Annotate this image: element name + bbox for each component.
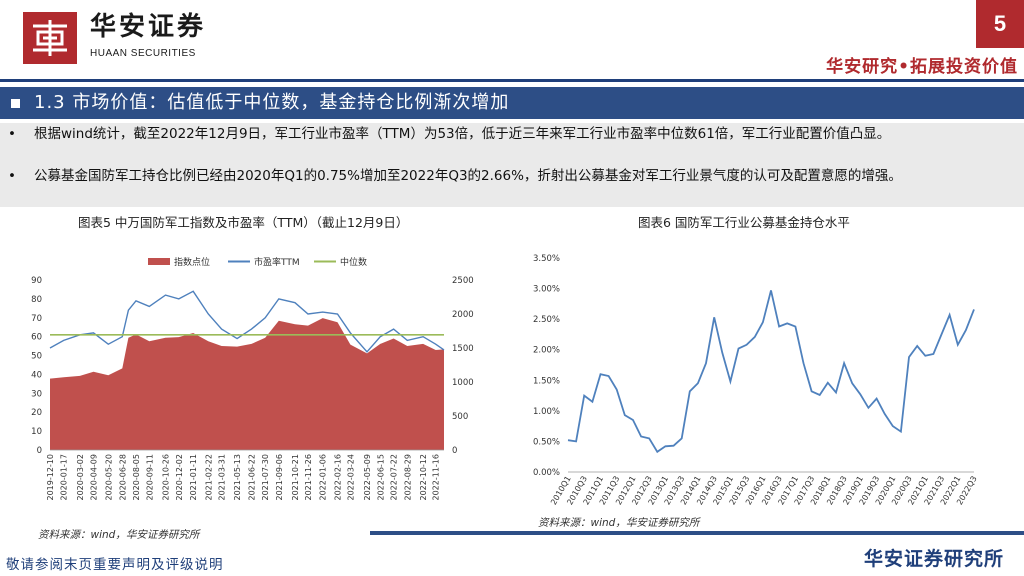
y-tick-label: 2.50%: [533, 315, 560, 325]
index-pe-chart: 指数点位 市盈率TTM 中位数 0 10 20 30 40 50 60 70 80 90 0 500 1000…: [31, 256, 474, 501]
x-tick-label: 2020-08-05: [132, 454, 141, 501]
y-right-tick-label: 1000: [452, 378, 474, 388]
bullet-marker: •: [8, 168, 16, 184]
x-tick-label: 2020-03-02: [76, 454, 85, 501]
legend-label: 指数点位: [174, 256, 210, 268]
x-tick-label: 2022-05-09: [363, 454, 372, 501]
bullet-item: • 公募基金国防军工持仓比例已经由2020年Q1的0.75%增加至2022年Q3…: [8, 166, 1008, 187]
page-number: 5: [976, 0, 1024, 48]
y-right-tick-label: 0: [452, 446, 457, 456]
x-tick-label: 2021-05-13: [233, 454, 242, 501]
x-tick-label: 2020-12-02: [175, 454, 184, 501]
y-tick-label: 1.00%: [533, 407, 560, 417]
y-left-tick-label: 40: [31, 370, 42, 380]
x-tick-label: 2022-01-06: [319, 454, 328, 501]
x-tick-label: 2022-06-15: [376, 454, 385, 501]
x-tick-label: 2021-10-21: [291, 454, 300, 501]
footer-brand: 华安证券研究所: [863, 548, 1004, 570]
disclaimer-text: 敬请参阅末页重要声明及评级说明: [6, 557, 224, 573]
section-title-bar: 1.3 市场价值：估值低于中位数，基金持仓比例渐次增加: [0, 87, 1024, 119]
logo-english-name: HUAAN SECURITIES: [90, 48, 196, 59]
bullet-marker: •: [8, 126, 16, 142]
x-tick-label: 2020-05-20: [104, 454, 113, 501]
legend-label: 市盈率TTM: [254, 256, 300, 268]
figure-5-title: 图表5 中万国防军工指数及市盈率（TTM）（截止12月9日）: [78, 215, 409, 230]
y-tick-label: 0.00%: [533, 468, 560, 478]
source-note-left: 资料来源：wind，华安证券研究所: [38, 529, 200, 541]
y-left-tick-label: 10: [31, 427, 42, 437]
y-left-tick-label: 20: [31, 408, 42, 418]
y-left-tick-label: 70: [31, 314, 42, 324]
logo-emblem-svg: [27, 16, 73, 60]
x-tick-label: 2022-10-12: [419, 454, 428, 501]
x-tick-label: 2020-09-11: [145, 454, 154, 501]
y-tick-label: 3.00%: [533, 285, 560, 295]
x-tick-label: 2019-12-10: [46, 454, 55, 501]
y-tick-label: 2.00%: [533, 346, 560, 356]
x-tick-label: 2021-02-22: [204, 454, 213, 501]
header-divider: [0, 79, 1024, 82]
y-right-tick-label: 1500: [452, 344, 474, 354]
x-tick-label: 2020-10-26: [162, 454, 171, 501]
x-tick-label: 2021-01-11: [189, 454, 198, 501]
y-right-tick-label: 2500: [452, 276, 474, 286]
figure-6-title: 图表6 国防军工行业公募基金持仓水平: [638, 215, 850, 230]
header-slogan: 华安研究•拓展投资价值: [826, 57, 1018, 77]
y-tick-label: 3.50%: [533, 254, 560, 264]
x-tick-label: 2021-09-06: [275, 454, 284, 501]
y-left-tick-label: 0: [37, 446, 42, 456]
y-left-tick-label: 30: [31, 389, 42, 399]
bullet-item: • 根据wind统计，截至2022年12月9日，军工行业市盈率（TTM）为53倍…: [8, 124, 1008, 145]
y-left-tick-label: 60: [31, 333, 42, 343]
legend-swatch-index: [148, 258, 170, 265]
index-area-series: [50, 318, 444, 450]
x-tick-label: 2021-06-22: [247, 454, 256, 501]
y-right-tick-label: 2000: [452, 310, 474, 320]
section-title: 1.3 市场价值：估值低于中位数，基金持仓比例渐次增加: [34, 92, 510, 113]
y-tick-label: 1.50%: [533, 376, 560, 386]
x-tick-label: 2021-03-31: [218, 454, 227, 501]
x-tick-label: 2020-04-09: [90, 454, 99, 501]
x-tick-label: 2020-06-28: [118, 454, 127, 501]
bullet-list: • 根据wind统计，截至2022年12月9日，军工行业市盈率（TTM）为53倍…: [0, 123, 1024, 207]
y-left-tick-label: 90: [31, 276, 42, 286]
x-tick-label: 2021-11-26: [304, 454, 313, 501]
fund-holding-chart: 0.00% 0.50% 1.00% 1.50% 2.00% 2.50% 3.00% 3.50%…: [533, 254, 979, 506]
x-tick-label: 2020-01-17: [60, 454, 69, 501]
x-tick-label: 2022-11-16: [432, 454, 441, 501]
y-right-tick-label: 500: [452, 412, 468, 422]
bullet-text: 根据wind统计，截至2022年12月9日，军工行业市盈率（TTM）为53倍，低…: [34, 126, 891, 142]
logo-chinese-name: 华安证券: [90, 12, 207, 42]
holding-line: [567, 290, 975, 454]
bullet-text: 公募基金国防军工持仓比例已经由2020年Q1的0.75%增加至2022年Q3的2…: [34, 168, 902, 184]
x-tick-label: 2021-07-30: [261, 454, 270, 501]
x-tick-label: 2022-02-16: [333, 454, 342, 501]
x-tick-label: 2022-08-29: [403, 454, 412, 501]
x-tick-label: 2022-07-22: [390, 454, 399, 501]
logo-icon: [23, 12, 77, 64]
square-bullet-icon: [11, 99, 20, 108]
source-note-right: 资料来源：wind，华安证券研究所: [538, 517, 700, 529]
x-tick-label: 2022-03-24: [346, 454, 355, 501]
footer-divider: [370, 531, 1024, 535]
legend-label: 中位数: [340, 256, 367, 268]
y-left-tick-label: 50: [31, 352, 42, 362]
y-tick-label: 0.50%: [533, 437, 560, 447]
y-left-tick-label: 80: [31, 295, 42, 305]
